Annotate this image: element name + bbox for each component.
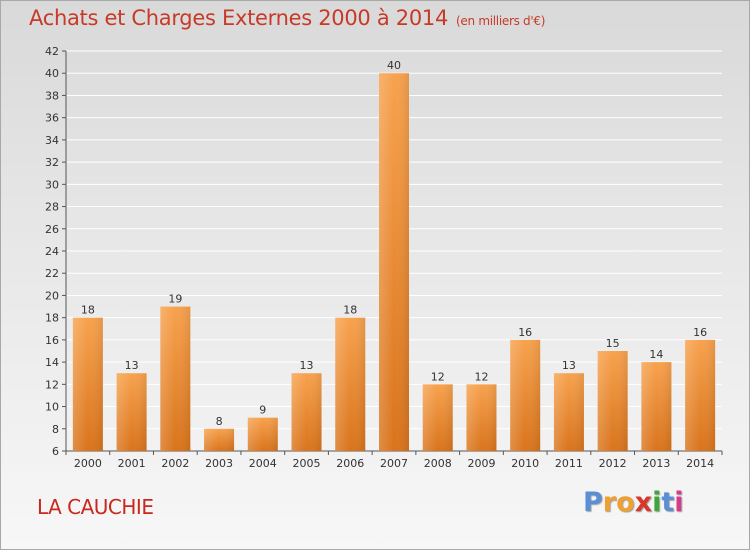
- y-tick-label: 6: [52, 445, 59, 458]
- bar-shade: [553, 373, 584, 451]
- bar-shade: [116, 373, 147, 451]
- y-tick-label: 26: [45, 223, 59, 236]
- chart-unit: (en milliers d'€): [456, 14, 546, 28]
- bar-value-label: 40: [387, 59, 401, 72]
- bar-value-label: 9: [259, 404, 266, 417]
- commune-name: LA CAUCHIE: [37, 495, 154, 519]
- bar-value-label: 14: [649, 348, 663, 361]
- bar-shade: [466, 384, 497, 451]
- bar-value-label: 13: [125, 359, 139, 372]
- y-tick-label: 32: [45, 156, 59, 169]
- logo-letter: r: [602, 487, 617, 518]
- bar-shade: [291, 373, 322, 451]
- bar-shade: [204, 428, 235, 451]
- bar-shade: [160, 306, 191, 451]
- y-tick-label: 42: [45, 45, 59, 58]
- bar-shade: [247, 417, 278, 451]
- bar-value-label: 16: [693, 326, 707, 339]
- y-tick-label: 28: [45, 201, 59, 214]
- y-tick-label: 20: [45, 289, 59, 302]
- bar-shade: [641, 362, 672, 451]
- bar-shade: [597, 351, 628, 451]
- bar-value-label: 8: [216, 415, 223, 428]
- x-tick-label: 2001: [118, 457, 146, 470]
- logo-letter: t: [661, 487, 675, 518]
- y-tick-label: 30: [45, 178, 59, 191]
- bar-value-label: 18: [81, 304, 95, 317]
- y-tick-label: 16: [45, 334, 59, 347]
- x-tick-label: 2010: [511, 457, 539, 470]
- x-tick-label: 2000: [74, 457, 102, 470]
- bar-shade: [422, 384, 453, 451]
- bar-value-label: 12: [474, 370, 488, 383]
- bar-shade: [335, 317, 366, 451]
- bar-shade: [379, 73, 409, 451]
- y-tick-label: 12: [45, 378, 59, 391]
- chart-title-text: Achats et Charges Externes 2000 à 2014: [29, 6, 449, 30]
- y-tick-label: 24: [45, 245, 59, 258]
- bar-value-label: 19: [168, 293, 182, 306]
- logo-letter: o: [616, 487, 635, 518]
- proxiti-logo: Proxiti: [583, 487, 684, 518]
- logo-letter: i: [652, 487, 662, 518]
- y-tick-label: 34: [45, 134, 59, 147]
- x-tick-label: 2014: [686, 457, 714, 470]
- bar-value-label: 15: [606, 337, 620, 350]
- chart-title: Achats et Charges Externes 2000 à 2014 (e…: [29, 6, 545, 30]
- x-tick-label: 2002: [161, 457, 189, 470]
- bar-value-label: 13: [300, 359, 314, 372]
- bar-value-label: 13: [562, 359, 576, 372]
- bar-value-label: 16: [518, 326, 532, 339]
- x-tick-label: 2011: [555, 457, 583, 470]
- y-tick-label: 10: [45, 401, 59, 414]
- y-tick-label: 8: [52, 423, 59, 436]
- y-tick-label: 36: [45, 112, 59, 125]
- x-tick-label: 2008: [424, 457, 452, 470]
- y-tick-label: 22: [45, 267, 59, 280]
- logo-letter: x: [634, 487, 653, 518]
- y-tick-label: 38: [45, 89, 59, 102]
- y-tick-label: 18: [45, 312, 59, 325]
- logo-letter: P: [583, 487, 603, 518]
- bar-value-label: 18: [343, 304, 357, 317]
- x-tick-label: 2007: [380, 457, 408, 470]
- x-tick-label: 2003: [205, 457, 233, 470]
- bar-shade: [685, 339, 716, 451]
- x-tick-label: 2012: [599, 457, 627, 470]
- x-tick-label: 2006: [336, 457, 364, 470]
- logo-letter: i: [674, 487, 684, 518]
- x-tick-label: 2013: [642, 457, 670, 470]
- bar-shade: [72, 317, 103, 451]
- bar-value-label: 12: [431, 370, 445, 383]
- x-tick-label: 2004: [249, 457, 277, 470]
- bar-shade: [510, 339, 541, 451]
- x-tick-label: 2005: [293, 457, 321, 470]
- y-tick-label: 40: [45, 67, 59, 80]
- x-tick-label: 2009: [467, 457, 495, 470]
- y-tick-label: 14: [45, 356, 59, 369]
